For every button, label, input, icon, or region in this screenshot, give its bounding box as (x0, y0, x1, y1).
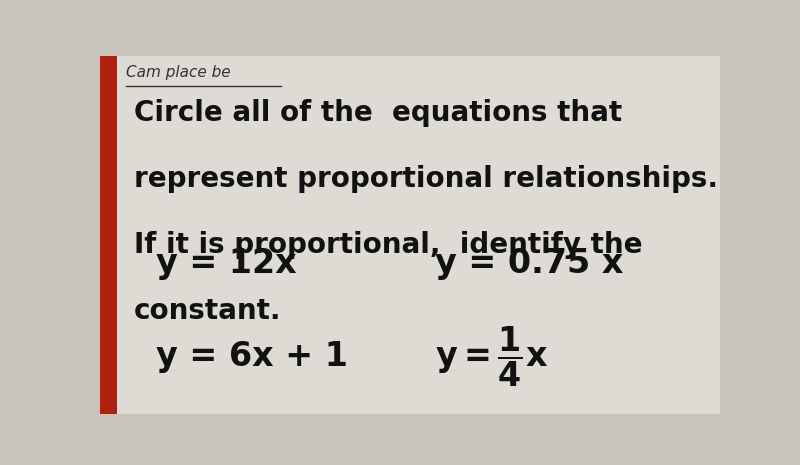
Text: y = 6x + 1: y = 6x + 1 (156, 340, 348, 373)
Text: $\mathbf{y = \dfrac{1}{4}x}$: $\mathbf{y = \dfrac{1}{4}x}$ (435, 325, 548, 389)
Text: If it is proportional,  identify the: If it is proportional, identify the (134, 231, 642, 259)
Text: y = 0.75 x: y = 0.75 x (435, 247, 623, 280)
Text: Cam place be: Cam place be (126, 65, 230, 80)
FancyBboxPatch shape (100, 56, 118, 414)
Text: constant.: constant. (134, 298, 282, 326)
FancyBboxPatch shape (118, 56, 720, 414)
Text: y = 12x: y = 12x (156, 247, 297, 280)
Text: represent proportional relationships.: represent proportional relationships. (134, 165, 718, 193)
Text: Circle all of the  equations that: Circle all of the equations that (134, 99, 622, 127)
